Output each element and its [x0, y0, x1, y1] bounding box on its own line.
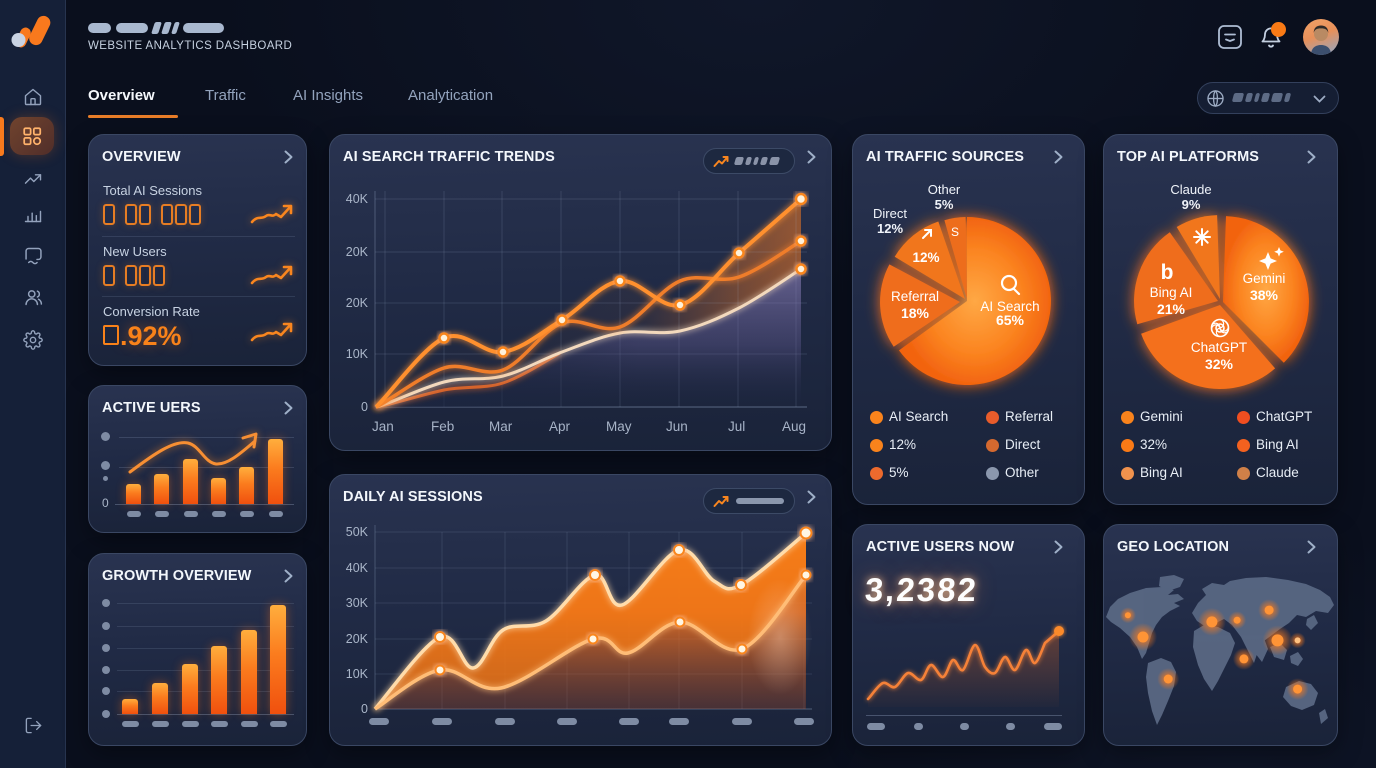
- svg-text:18%: 18%: [901, 305, 930, 321]
- svg-text:32%: 32%: [1205, 356, 1234, 372]
- svg-text:AI Search: AI Search: [980, 299, 1039, 314]
- svg-text:38%: 38%: [1250, 287, 1279, 303]
- svg-text:ChatGPT: ChatGPT: [1191, 340, 1247, 355]
- svg-text:Referral: Referral: [891, 289, 939, 304]
- svg-text:65%: 65%: [996, 312, 1025, 328]
- svg-text:Gemini: Gemini: [1243, 271, 1286, 286]
- svg-text:Bing AI: Bing AI: [1150, 285, 1193, 300]
- svg-text:21%: 21%: [1157, 301, 1186, 317]
- svg-text:12%: 12%: [912, 250, 939, 265]
- svg-text:S: S: [951, 225, 959, 239]
- svg-text:b: b: [1161, 261, 1174, 284]
